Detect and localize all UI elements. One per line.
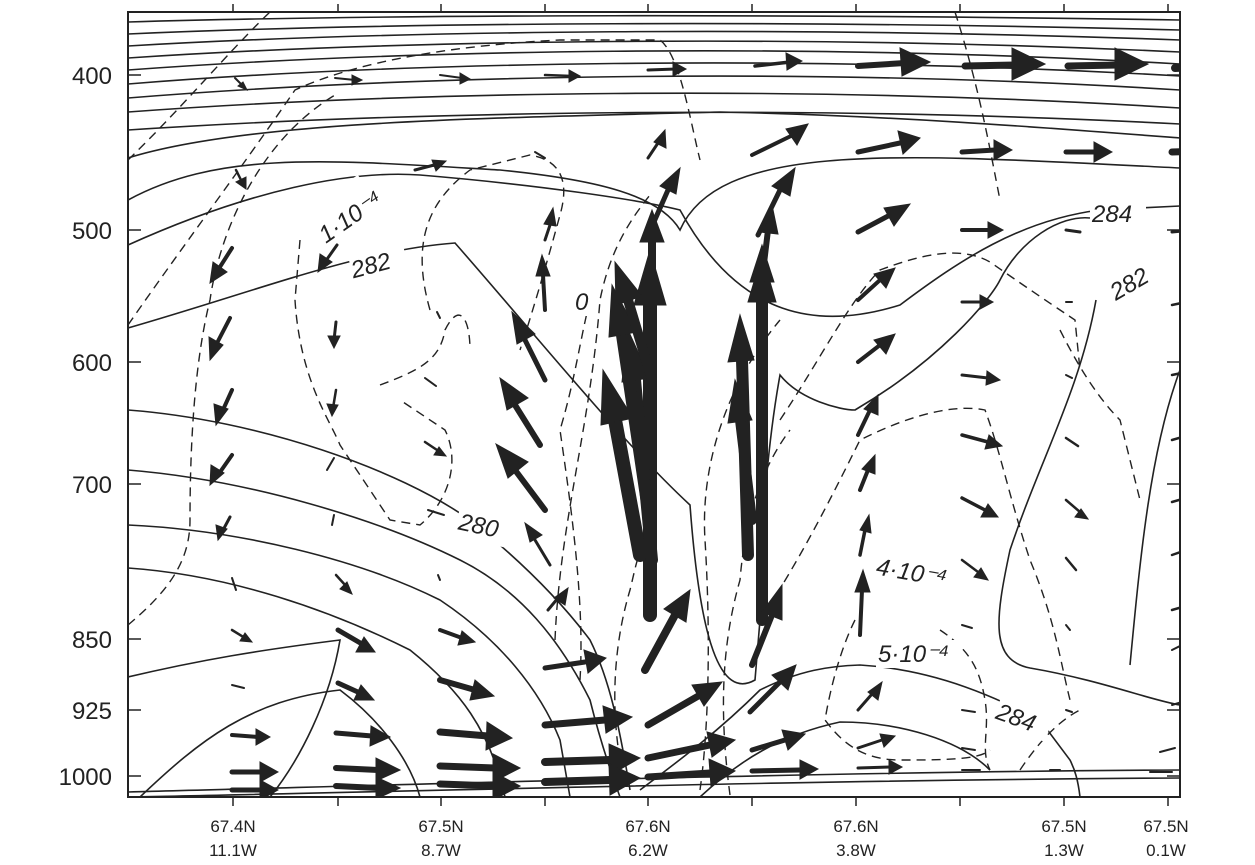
vector-column-left	[208, 246, 280, 797]
vector-column-right-1	[854, 203, 912, 775]
x-tick-label-lat-5: 67.5N	[1041, 817, 1086, 836]
contour-label-284-bottom: 284	[992, 698, 1040, 737]
x-axis-ticks	[232, 4, 1169, 806]
x-tick-label-lat-3: 67.6N	[625, 817, 670, 836]
vector-row-450	[234, 123, 1180, 190]
x-tick-label-lon-1: 11.1W	[209, 841, 257, 860]
vector-column-right-2	[960, 221, 1005, 771]
x-tick-label-lon-6: 0.1W	[1146, 841, 1186, 860]
vector-column-2	[317, 243, 402, 797]
y-tick-label-700: 700	[72, 472, 112, 499]
contour-labels: 1·10⁻⁴ 282 0 280 284 282 4·10⁻⁴ 5·10⁻⁴ 2…	[307, 174, 1168, 742]
x-tick-label-lat-1: 67.4N	[210, 817, 255, 836]
vector-column-3	[423, 311, 522, 797]
y-tick-label-600: 600	[72, 350, 112, 377]
x-tick-label-lon-5: 1.3W	[1044, 841, 1084, 860]
vector-updraft-core-a	[600, 166, 737, 787]
y-tick-labels: 400 500 600 700 850 925 1000	[59, 63, 112, 791]
y-tick-label-1000: 1000	[59, 764, 112, 791]
vector-updraft-core-b	[727, 166, 820, 780]
x-tick-label-lat-2: 67.5N	[418, 817, 463, 836]
y-tick-label-400: 400	[72, 63, 112, 90]
contour-label-5e-4: 5·10⁻⁴	[878, 641, 949, 668]
x-tick-label-lon-3: 6.2W	[628, 841, 668, 860]
y-tick-label-925: 925	[72, 698, 112, 725]
wind-vectors	[208, 47, 1180, 797]
y-axis	[128, 74, 1180, 777]
y-tick-label-500: 500	[72, 218, 112, 245]
x-tick-label-lat-4: 67.6N	[833, 817, 878, 836]
vector-column-right-3	[1049, 228, 1090, 771]
x-tick-label-lon-4: 3.8W	[836, 841, 876, 860]
y-tick-label-850: 850	[72, 627, 112, 654]
vector-row-400	[234, 47, 1180, 92]
contour-label-4e-4: 4·10⁻⁴	[874, 554, 949, 593]
plot-frame	[127, 11, 1181, 798]
contour-label-284-top: 284	[1091, 201, 1132, 228]
x-tick-label-lon-2: 8.7W	[421, 841, 461, 860]
vector-column-right-4	[1149, 229, 1180, 773]
x-tick-labels: 67.4N 11.1W 67.5N 8.7W 67.6N 6.2W 67.6N …	[209, 817, 1189, 860]
contour-label-zero: 0	[575, 289, 589, 316]
vector-updraft-left	[495, 206, 642, 796]
x-tick-label-lat-6: 67.5N	[1143, 817, 1188, 836]
